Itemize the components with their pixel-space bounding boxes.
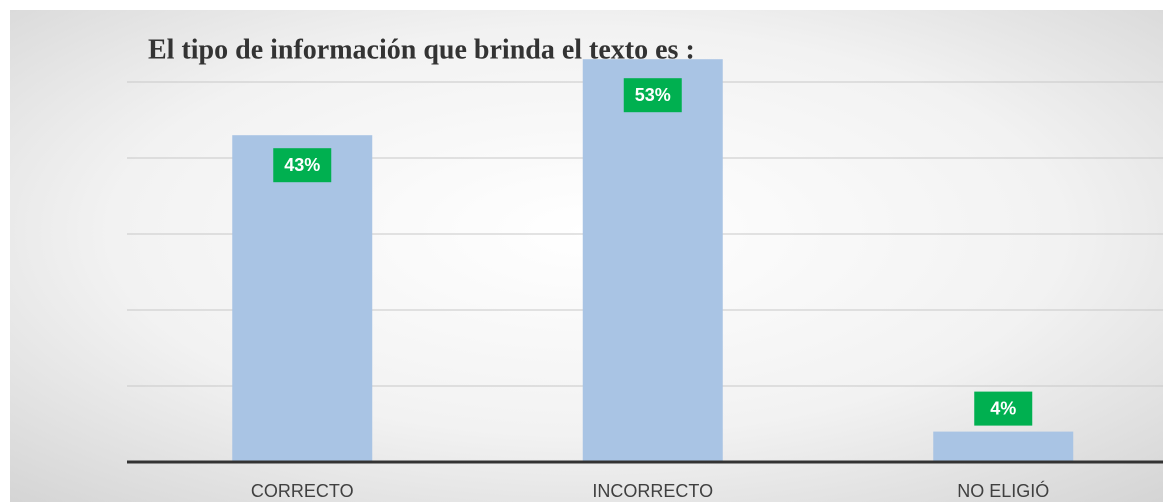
bar	[582, 59, 723, 462]
data-label: 4%	[990, 398, 1016, 418]
bar	[232, 135, 373, 462]
x-tick-label: CORRECTO	[251, 481, 354, 501]
bar	[933, 431, 1074, 462]
data-label-box	[273, 148, 332, 183]
x-tick-label: INCORRECTO	[592, 481, 713, 501]
data-label-box	[974, 391, 1033, 426]
data-label-box	[623, 78, 682, 113]
data-label: 53%	[635, 85, 671, 105]
data-label: 43%	[284, 155, 320, 175]
x-tick-label: NO ELIGIÓ	[957, 480, 1049, 501]
